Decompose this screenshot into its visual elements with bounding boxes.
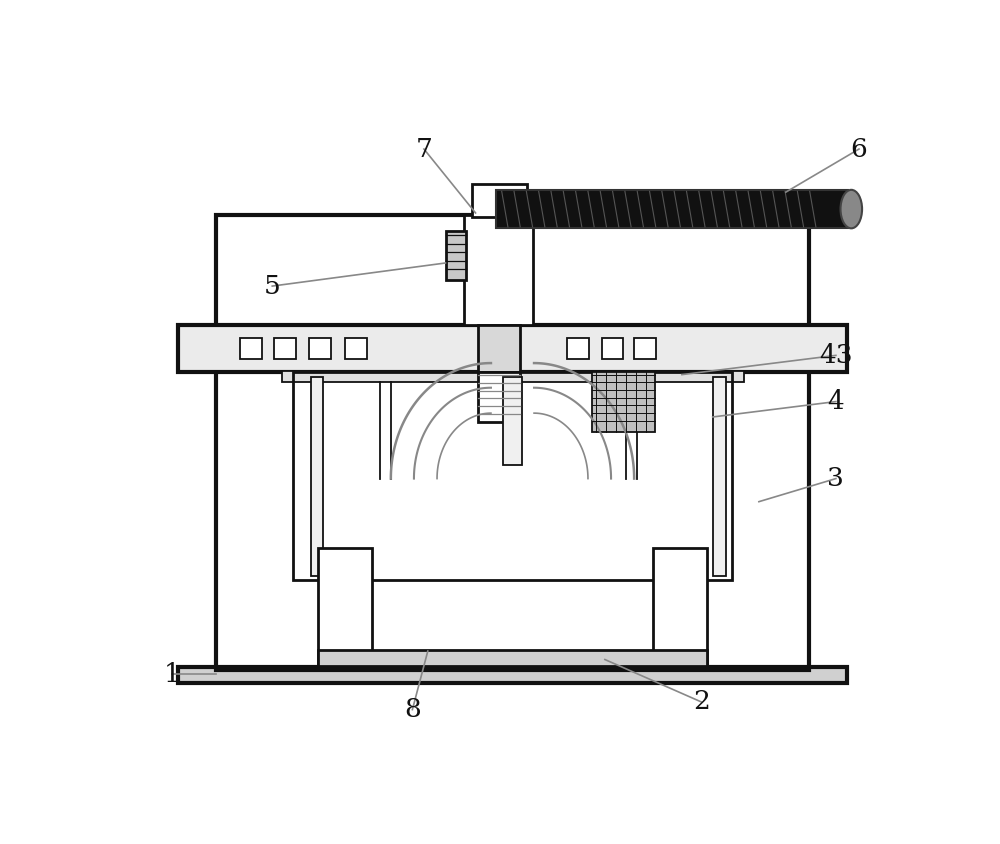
Text: 7: 7: [416, 137, 432, 161]
Bar: [503, 377, 522, 466]
Bar: [311, 377, 323, 576]
Bar: [478, 325, 520, 372]
Text: 3: 3: [827, 466, 844, 491]
Text: 5: 5: [264, 273, 281, 299]
Bar: [318, 548, 372, 668]
Bar: [446, 230, 466, 280]
Bar: [496, 190, 848, 229]
Bar: [653, 548, 707, 668]
Text: 8: 8: [404, 697, 421, 722]
Bar: [713, 377, 726, 576]
Text: 6: 6: [851, 137, 867, 161]
Text: 4: 4: [828, 389, 844, 414]
Text: 1: 1: [164, 662, 181, 687]
Bar: [216, 215, 809, 669]
Text: 43: 43: [819, 343, 853, 368]
Bar: [293, 372, 732, 580]
Bar: [282, 371, 744, 381]
Bar: [178, 668, 847, 683]
Bar: [478, 372, 520, 422]
Bar: [318, 650, 707, 667]
Bar: [592, 372, 655, 432]
Text: 2: 2: [693, 690, 710, 714]
Bar: [472, 185, 527, 217]
Bar: [178, 325, 847, 372]
Bar: [464, 215, 533, 325]
Ellipse shape: [841, 190, 862, 229]
